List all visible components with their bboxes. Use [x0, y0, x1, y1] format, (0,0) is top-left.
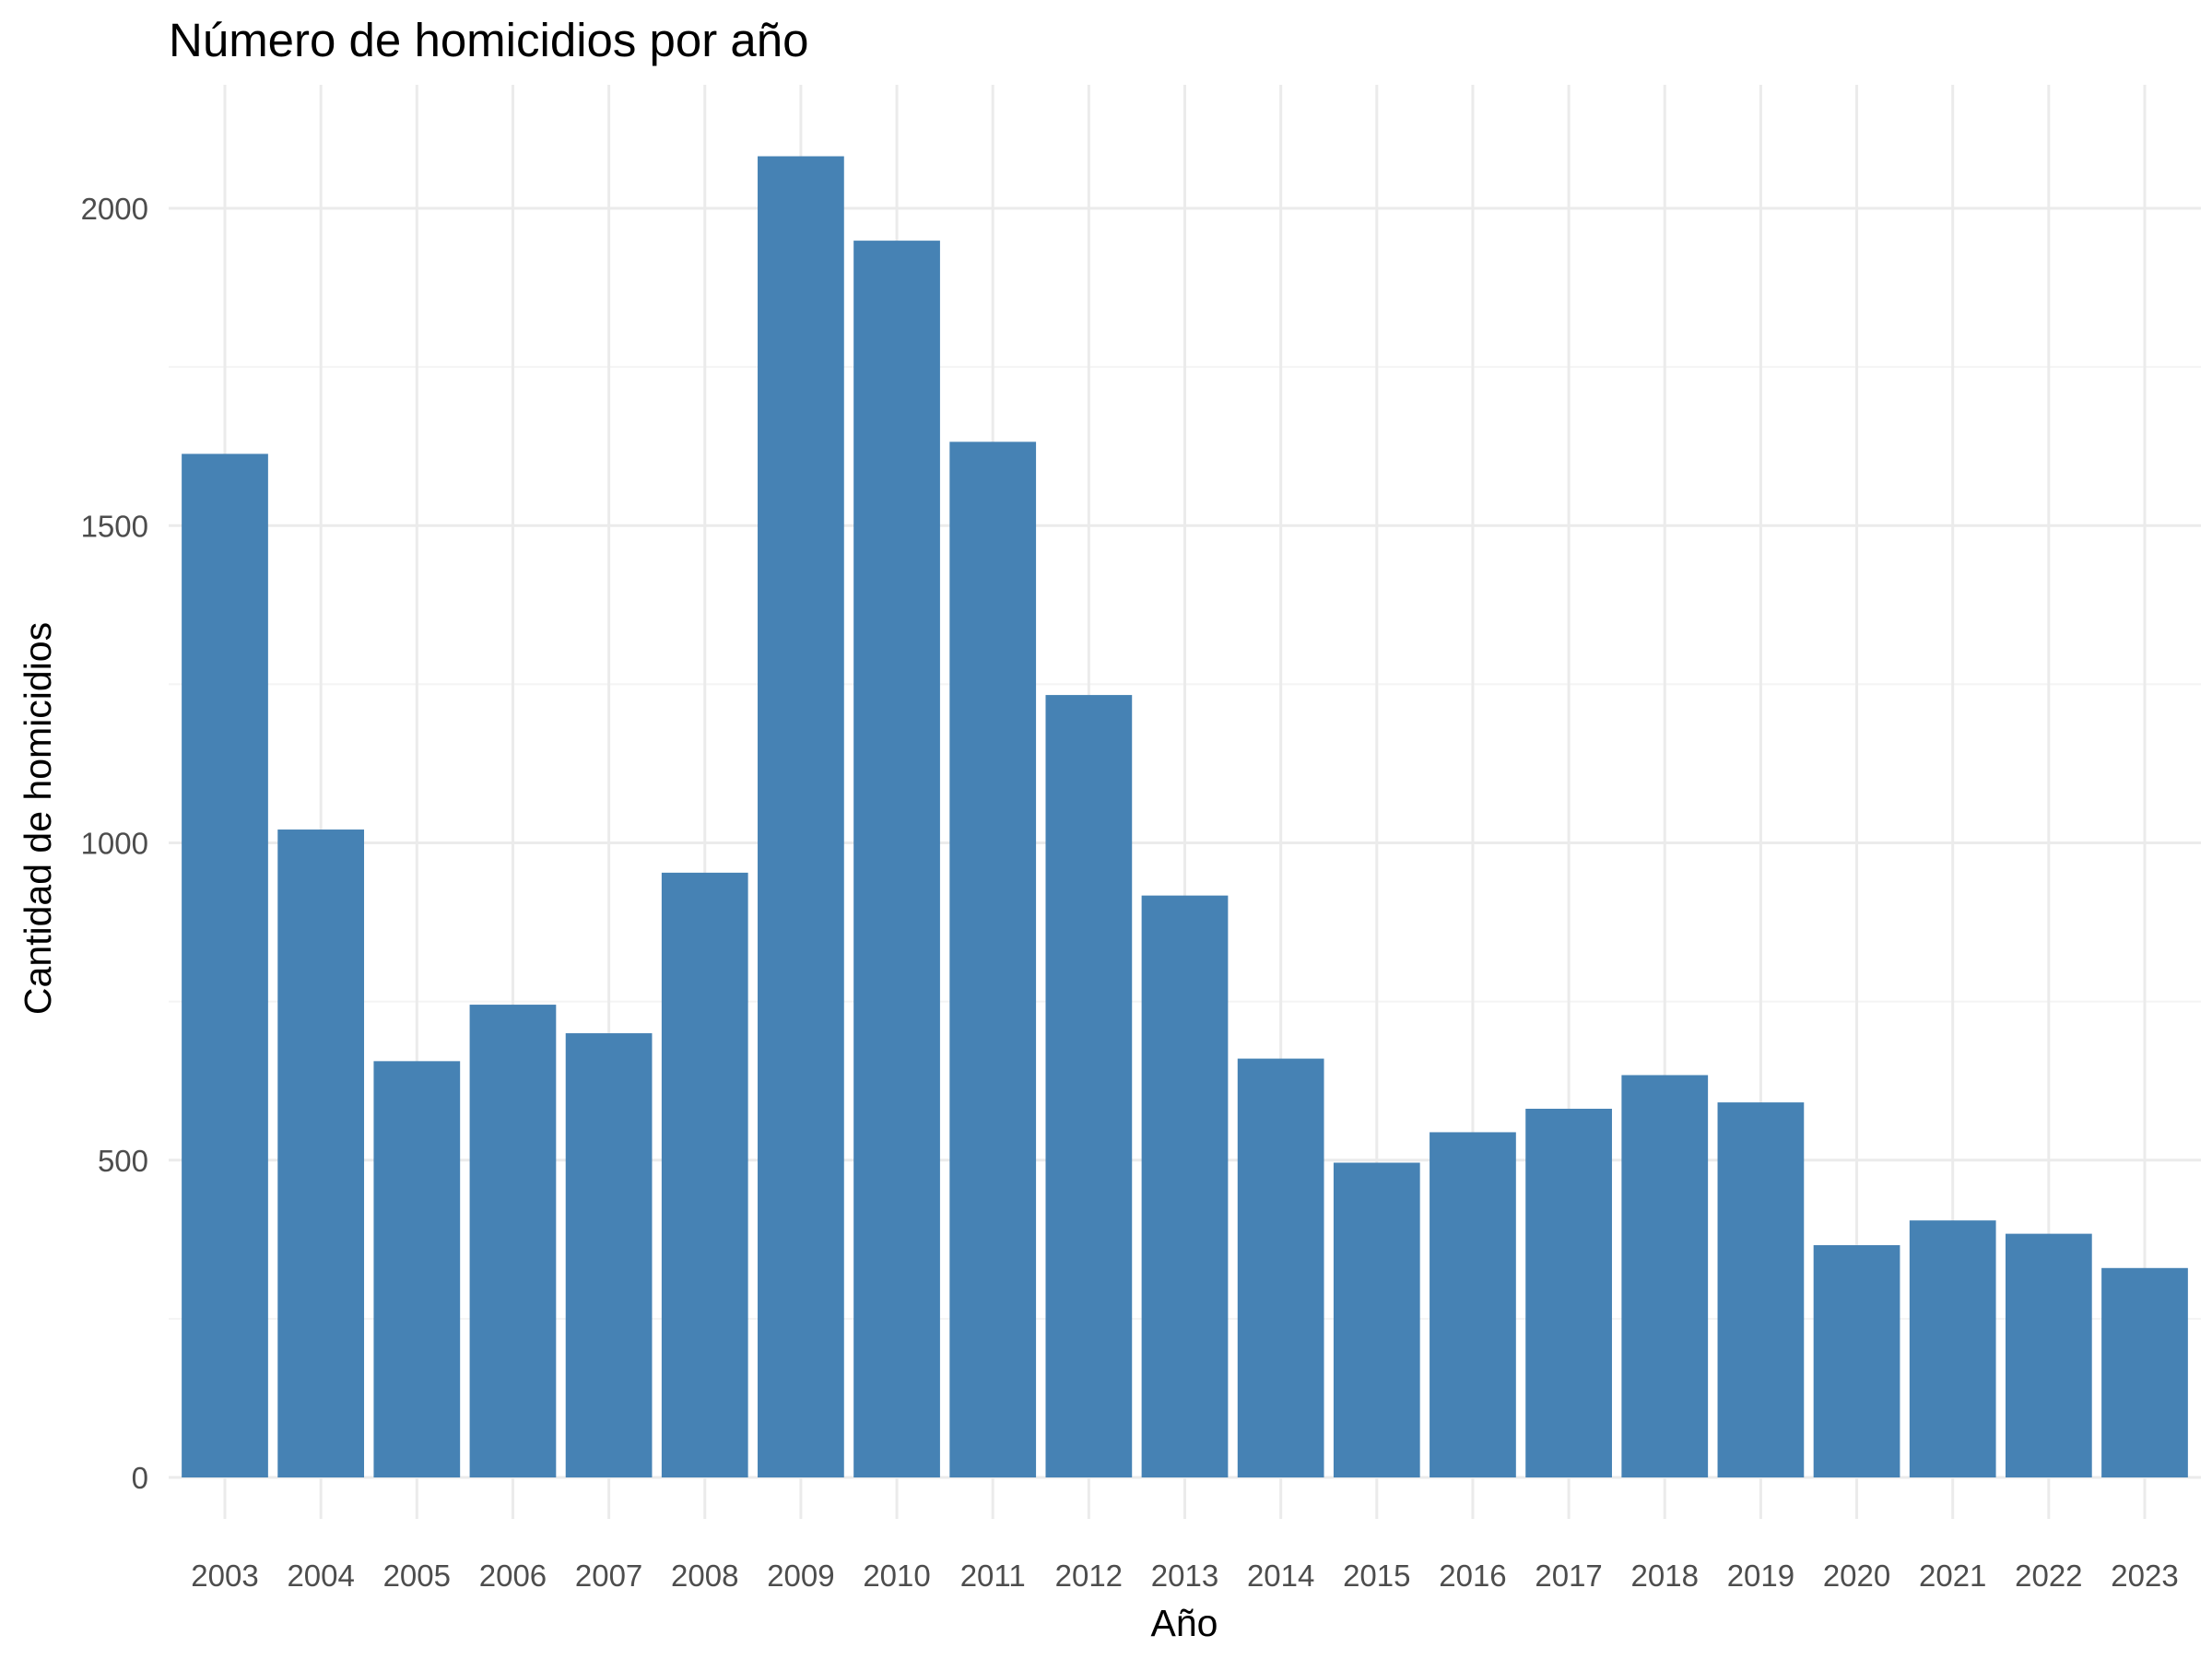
bar-2006 — [469, 1005, 557, 1477]
bar-2007 — [565, 1033, 653, 1477]
x-tick-label: 2003 — [191, 1559, 258, 1593]
bar-2005 — [373, 1061, 461, 1477]
bar-2019 — [1717, 1102, 1805, 1477]
bar-2015 — [1333, 1162, 1420, 1477]
x-tick-label: 2021 — [1919, 1559, 1986, 1593]
bar-2018 — [1621, 1075, 1709, 1477]
bar-2021 — [1909, 1220, 1996, 1477]
bar-2011 — [949, 441, 1037, 1477]
y-tick-label: 2000 — [81, 192, 148, 226]
x-tick-label: 2023 — [2111, 1559, 2178, 1593]
x-tick-label: 2014 — [1247, 1559, 1314, 1593]
bar-2009 — [758, 156, 844, 1478]
x-tick-label: 2009 — [767, 1559, 834, 1593]
bar-2022 — [2005, 1233, 2092, 1477]
chart-title: Número de homicidios por año — [169, 14, 809, 66]
bar-2017 — [1525, 1108, 1612, 1477]
x-tick-label: 2005 — [383, 1559, 451, 1593]
y-axis-title: Cantidad de homicidios — [17, 622, 59, 1015]
x-tick-label: 2008 — [671, 1559, 738, 1593]
x-tick-label: 2011 — [960, 1559, 1026, 1593]
bar-2016 — [1430, 1132, 1516, 1477]
x-tick-label: 2017 — [1535, 1559, 1602, 1593]
x-tick-label: 2022 — [2015, 1559, 2082, 1593]
x-axis-title: Año — [1151, 1602, 1218, 1644]
bars — [182, 156, 2188, 1478]
x-tick-label: 2018 — [1631, 1559, 1699, 1593]
bar-2010 — [853, 241, 940, 1477]
x-tick-label: 2019 — [1727, 1559, 1794, 1593]
y-tick-label: 500 — [98, 1144, 148, 1178]
x-tick-label: 2016 — [1439, 1559, 1506, 1593]
bar-2003 — [182, 453, 268, 1478]
x-tick-label: 2013 — [1151, 1559, 1218, 1593]
x-tick-label: 2015 — [1343, 1559, 1410, 1593]
bar-2013 — [1141, 895, 1229, 1477]
y-tick-label: 1000 — [81, 827, 148, 861]
y-tick-label: 0 — [132, 1461, 148, 1495]
x-tick-label: 2010 — [863, 1559, 930, 1593]
bar-2004 — [277, 830, 365, 1477]
bar-2014 — [1237, 1058, 1324, 1477]
x-tick-label: 2012 — [1055, 1559, 1123, 1593]
x-tick-label: 2007 — [575, 1559, 642, 1593]
bar-2012 — [1045, 695, 1133, 1477]
bar-2020 — [1813, 1245, 1900, 1477]
x-tick-label: 2006 — [479, 1559, 547, 1593]
y-tick-label: 1500 — [81, 509, 148, 543]
bar-2023 — [2101, 1267, 2188, 1477]
bar-2008 — [661, 872, 748, 1477]
x-tick-label: 2004 — [287, 1559, 354, 1593]
x-axis-ticks: 2003 2004 2005 2006 2007 2008 2009 2010 2011 2012… — [191, 1559, 2178, 1593]
y-axis-ticks: 0 500 1000 1500 2000 — [81, 192, 148, 1495]
x-tick-label: 2020 — [1823, 1559, 1890, 1593]
